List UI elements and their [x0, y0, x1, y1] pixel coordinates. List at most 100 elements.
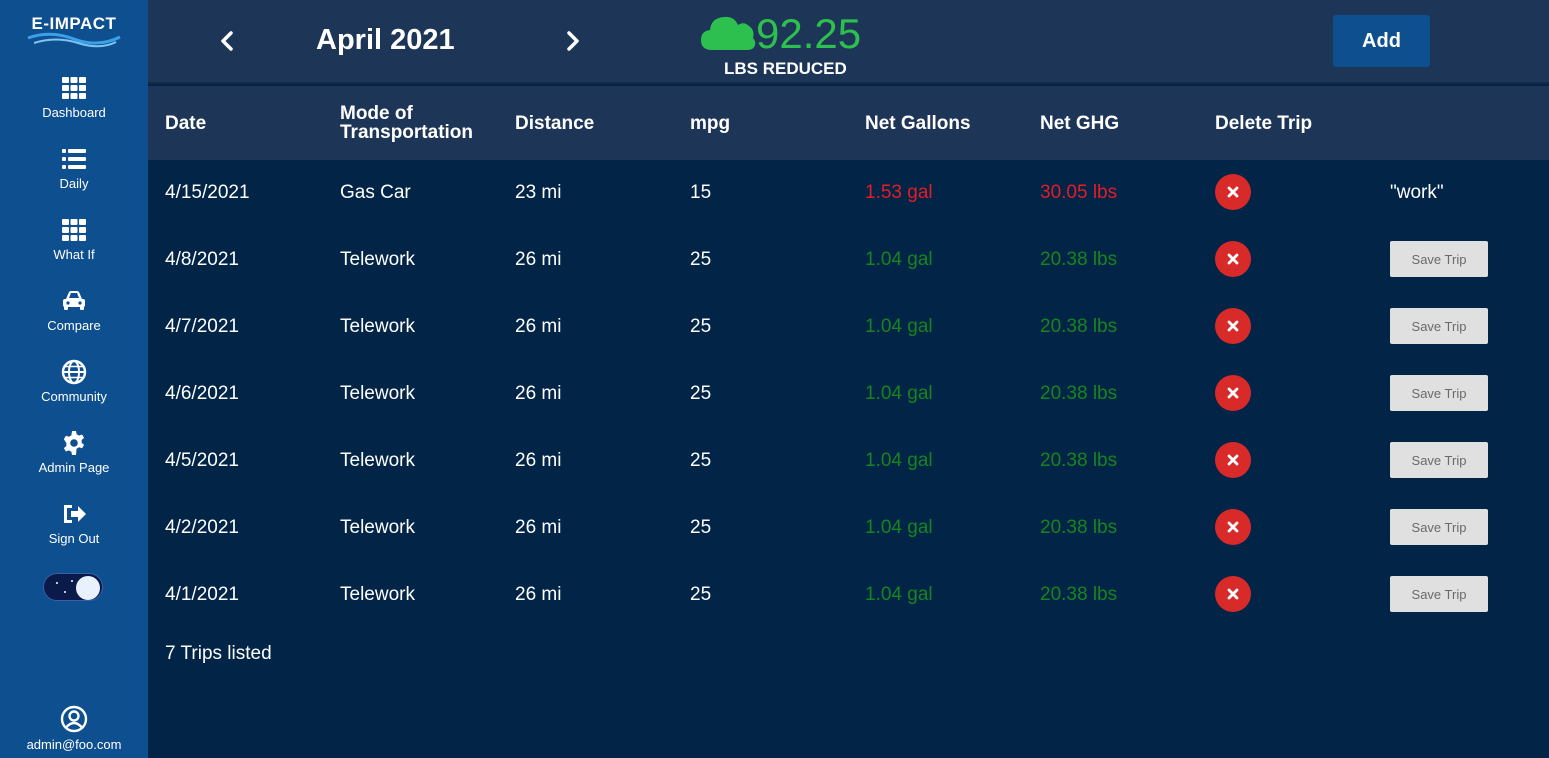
delete-trip-button[interactable] — [1215, 241, 1251, 277]
cell-distance: 26 mi — [515, 315, 562, 337]
table-row: 4/8/2021 Telework 26 mi 25 1.04 gal 20.3… — [148, 226, 1549, 293]
cell-distance: 23 mi — [515, 181, 562, 203]
cell-date: 4/2/2021 — [165, 516, 239, 538]
cell-date: 4/6/2021 — [165, 382, 239, 404]
table-row: 4/7/2021 Telework 26 mi 25 1.04 gal 20.3… — [148, 293, 1549, 360]
cell-mode: Telework — [340, 315, 415, 337]
close-icon — [1227, 253, 1239, 265]
sidebar-item-what-if[interactable]: What If — [0, 204, 148, 275]
dark-mode-toggle[interactable] — [43, 573, 103, 601]
sidebar-item-label: Community — [41, 389, 107, 404]
star-icon — [71, 580, 73, 582]
cell-mpg: 25 — [690, 315, 712, 337]
column-header-mode: Mode of Transportation — [340, 103, 474, 143]
cell-net-gallons: 1.04 gal — [865, 583, 933, 605]
delete-trip-button[interactable] — [1215, 308, 1251, 344]
add-trip-button[interactable]: Add — [1333, 15, 1430, 67]
table-row: 4/1/2021 Telework 26 mi 25 1.04 gal 20.3… — [148, 561, 1549, 628]
close-icon — [1227, 454, 1239, 466]
sidebar-item-sign-out[interactable]: Sign Out — [0, 488, 148, 559]
cell-net-gallons: 1.04 gal — [865, 315, 933, 337]
cell-mpg: 25 — [690, 516, 712, 538]
column-header-delete-trip: Delete Trip — [1215, 112, 1313, 134]
sidebar-item-label: What If — [53, 247, 95, 262]
previous-month-button[interactable] — [216, 28, 238, 54]
table-header: Date Mode of Transportation Distance mpg… — [148, 86, 1549, 160]
cell-net-gallons: 1.04 gal — [865, 516, 933, 538]
cell-date: 4/7/2021 — [165, 315, 239, 337]
chevron-left-icon — [221, 31, 233, 51]
column-header-net-gallons: Net Gallons — [865, 112, 971, 134]
cell-net-ghg: 20.38 lbs — [1040, 382, 1118, 404]
cell-mpg: 25 — [690, 248, 712, 270]
moon-icon — [76, 576, 100, 600]
table-row: 4/15/2021 Gas Car 23 mi 15 1.53 gal 30.0… — [148, 159, 1549, 226]
sidebar-item-label: Dashboard — [42, 105, 106, 120]
cell-mode: Telework — [340, 516, 415, 538]
table-row: 4/5/2021 Telework 26 mi 25 1.04 gal 20.3… — [148, 427, 1549, 494]
sidebar-item-compare[interactable]: Compare — [0, 275, 148, 346]
save-trip-button[interactable]: Save Trip — [1390, 509, 1488, 545]
cell-distance: 26 mi — [515, 382, 562, 404]
cell-mpg: 25 — [690, 449, 712, 471]
cell-net-gallons: 1.53 gal — [865, 181, 933, 203]
user-email: admin@foo.com — [26, 737, 122, 752]
cell-date: 4/5/2021 — [165, 449, 239, 471]
gear-icon — [63, 431, 85, 455]
sidebar-item-community[interactable]: Community — [0, 346, 148, 417]
column-header-date: Date — [165, 112, 207, 134]
star-icon — [56, 582, 58, 584]
column-header-mpg: mpg — [690, 112, 731, 134]
delete-trip-button[interactable] — [1215, 174, 1251, 210]
cell-mode: Gas Car — [340, 181, 411, 203]
cell-distance: 26 mi — [515, 583, 562, 605]
cell-net-ghg: 20.38 lbs — [1040, 516, 1118, 538]
trip-count: 7 Trips listed — [165, 643, 272, 664]
delete-trip-button[interactable] — [1215, 509, 1251, 545]
cell-distance: 26 mi — [515, 516, 562, 538]
cell-date: 4/8/2021 — [165, 248, 239, 270]
sidebar-item-dashboard[interactable]: Dashboard — [0, 62, 148, 133]
cell-net-ghg: 20.38 lbs — [1040, 248, 1118, 270]
cell-net-gallons: 1.04 gal — [865, 449, 933, 471]
user-circle-icon — [60, 705, 88, 733]
delete-trip-button[interactable] — [1215, 375, 1251, 411]
column-header-distance: Distance — [515, 112, 595, 134]
cell-net-gallons: 1.04 gal — [865, 248, 933, 270]
sidebar-item-daily[interactable]: Daily — [0, 133, 148, 204]
car-icon — [63, 291, 85, 310]
user-profile[interactable]: admin@foo.com — [0, 705, 148, 752]
cell-mpg: 15 — [690, 181, 712, 203]
save-trip-button[interactable]: Save Trip — [1390, 576, 1488, 612]
cell-net-gallons: 1.04 gal — [865, 382, 933, 404]
close-icon — [1227, 387, 1239, 399]
delete-trip-button[interactable] — [1215, 442, 1251, 478]
list-icon — [62, 149, 86, 169]
lbs-reduced-label: LBS REDUCED — [724, 59, 847, 78]
lbs-reduced-summary: 92.25 LBS REDUCED — [700, 8, 870, 78]
top-bar: April 2021 92.25 LBS REDUCED Add — [148, 0, 1549, 84]
grid-icon — [62, 219, 86, 241]
sidebar-item-admin-page[interactable]: Admin Page — [0, 417, 148, 488]
cell-mode: Telework — [340, 449, 415, 471]
next-month-button[interactable] — [562, 28, 584, 54]
star-icon — [64, 591, 66, 593]
app-logo[interactable]: E-IMPACT — [0, 0, 148, 62]
save-trip-button[interactable]: Save Trip — [1390, 241, 1488, 277]
cell-mpg: 25 — [690, 382, 712, 404]
close-icon — [1227, 320, 1239, 332]
save-trip-button[interactable]: Save Trip — [1390, 308, 1488, 344]
cell-mode: Telework — [340, 382, 415, 404]
cell-mode: Telework — [340, 248, 415, 270]
save-trip-button[interactable]: Save Trip — [1390, 375, 1488, 411]
column-header-net-ghg: Net GHG — [1040, 112, 1120, 134]
close-icon — [1227, 186, 1239, 198]
save-trip-button[interactable]: Save Trip — [1390, 442, 1488, 478]
grid-icon — [62, 77, 86, 99]
current-month: April 2021 — [316, 24, 455, 56]
delete-trip-button[interactable] — [1215, 576, 1251, 612]
cell-distance: 26 mi — [515, 449, 562, 471]
table-row: 4/2/2021 Telework 26 mi 25 1.04 gal 20.3… — [148, 494, 1549, 561]
globe-icon — [61, 359, 87, 385]
lbs-reduced-value: 92.25 — [756, 10, 862, 57]
